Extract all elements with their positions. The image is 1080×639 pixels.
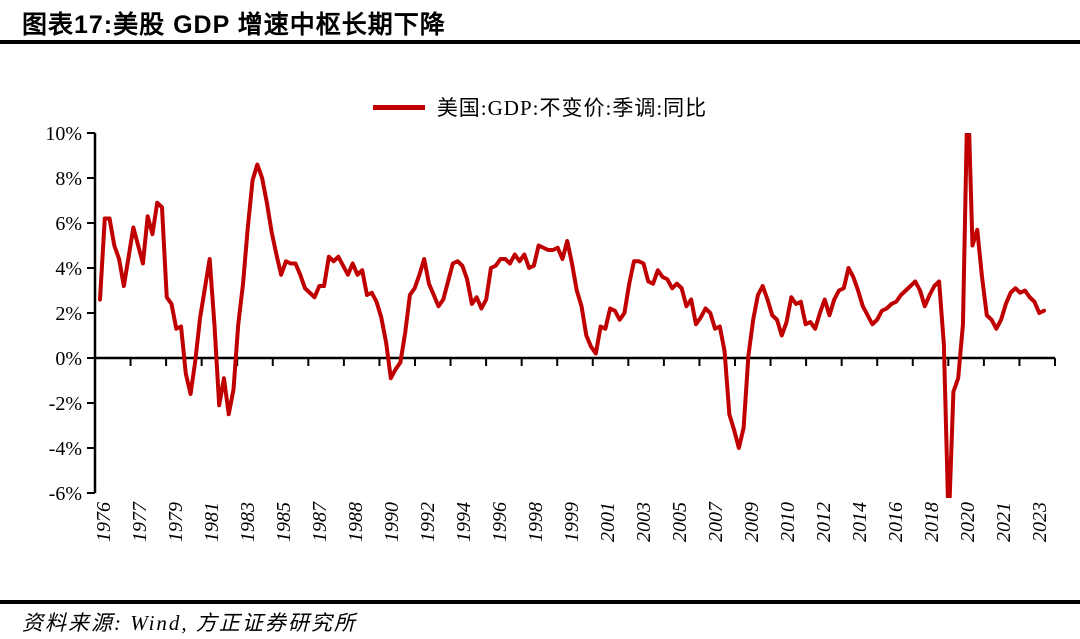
source-note: 资料来源: Wind, 方正证券研究所: [22, 611, 357, 635]
gdp-yoy-line: [98, 133, 1046, 498]
legend-series-label: 美国:GDP:不变价:季调:同比: [436, 96, 708, 120]
x-tick-label: 2007: [705, 501, 727, 542]
legend-line-swatch: [372, 104, 425, 110]
x-tick-label: 2010: [777, 502, 799, 542]
x-tick-label: 1979: [165, 502, 187, 542]
y-tick-label: -2%: [49, 393, 82, 415]
footer-divider: [0, 600, 1080, 604]
x-tick-label: 1999: [561, 502, 583, 542]
x-tick-label: 2018: [921, 502, 943, 542]
x-tick-label: 1988: [345, 502, 367, 542]
x-tick-label: 1983: [237, 502, 259, 542]
x-tick-label: 2003: [633, 502, 655, 542]
title-divider: [0, 40, 1080, 44]
y-tick-label: -4%: [49, 438, 82, 460]
x-tick-label: 2009: [741, 502, 763, 542]
x-tick-label: 2021: [993, 502, 1015, 542]
x-tick-label: 1992: [417, 502, 439, 542]
x-tick-label: 2014: [849, 502, 871, 542]
x-tick-label: 1987: [309, 501, 331, 542]
y-tick-label: 10%: [45, 123, 82, 145]
y-tick-label: -6%: [49, 483, 82, 505]
x-tick-label: 2001: [597, 502, 619, 542]
x-tick-label: 1994: [453, 502, 475, 542]
x-tick-label: 2012: [813, 502, 835, 542]
x-tick-label: 1996: [489, 502, 511, 542]
x-tick-label: 1976: [93, 502, 115, 542]
x-tick-label: 2020: [957, 502, 979, 542]
y-tick-label: 2%: [55, 303, 82, 325]
x-tick-label: 2016: [885, 502, 907, 542]
x-tick-label: 2005: [669, 502, 691, 542]
x-tick-label: 1998: [525, 502, 547, 542]
y-tick-label: 0%: [55, 348, 82, 370]
y-tick-label: 6%: [55, 213, 82, 235]
chart-legend: 美国:GDP:不变价:季调:同比: [0, 92, 1080, 122]
x-tick-label: 1981: [201, 502, 223, 542]
x-tick-label: 1990: [381, 502, 403, 542]
x-tick-label: 2023: [1029, 502, 1051, 542]
x-tick-label: 1977: [129, 501, 151, 542]
y-tick-label: 8%: [55, 168, 82, 190]
x-tick-label: 1985: [273, 502, 295, 542]
y-tick-label: 4%: [55, 258, 82, 280]
figure-title: 图表17:美股 GDP 增速中枢长期下降: [22, 11, 446, 39]
